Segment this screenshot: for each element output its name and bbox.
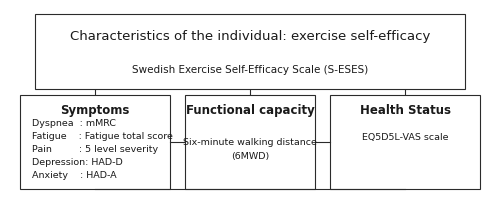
- Text: Functional capacity: Functional capacity: [186, 104, 314, 117]
- Text: EQ5D5L-VAS scale: EQ5D5L-VAS scale: [362, 133, 448, 142]
- Text: Characteristics of the individual: exercise self-efficacy: Characteristics of the individual: exerc…: [70, 30, 430, 43]
- Text: Swedish Exercise Self-Efficacy Scale (S-ESES): Swedish Exercise Self-Efficacy Scale (S-…: [132, 65, 368, 75]
- Bar: [20, 95, 170, 189]
- Bar: [35, 14, 465, 89]
- Text: Dyspnea  : mMRC
Fatigue    : Fatigue total score
Pain         : 5 level severity: Dyspnea : mMRC Fatigue : Fatigue total s…: [32, 119, 174, 180]
- Text: Symptoms: Symptoms: [60, 104, 130, 117]
- Bar: [185, 95, 315, 189]
- Text: Health Status: Health Status: [360, 104, 450, 117]
- Text: Six-minute walking distance
(6MWD): Six-minute walking distance (6MWD): [183, 138, 317, 161]
- Bar: [330, 95, 480, 189]
